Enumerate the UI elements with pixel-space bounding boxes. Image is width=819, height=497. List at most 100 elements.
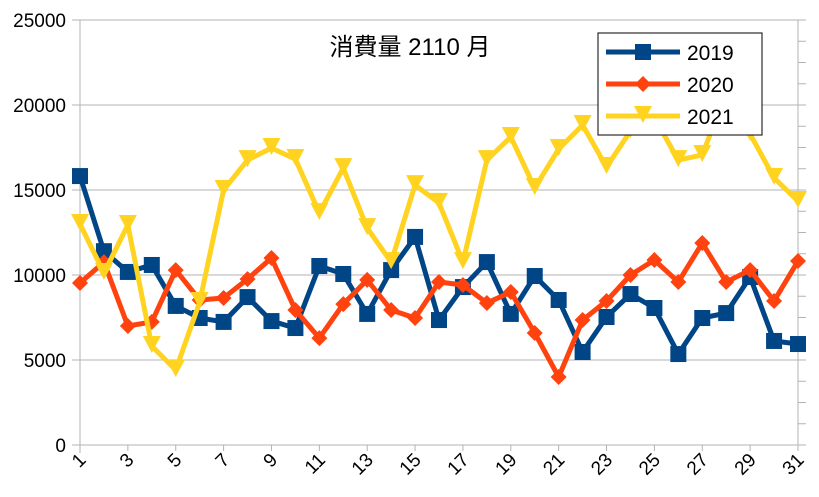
data-point-triangle <box>118 215 137 233</box>
data-point-diamond <box>742 262 759 279</box>
data-point-square <box>287 320 304 337</box>
x-tick-label: 5 <box>164 450 186 472</box>
data-point-square <box>383 262 400 279</box>
data-point-diamond <box>635 76 651 92</box>
data-point-diamond <box>72 274 88 291</box>
data-point-triangle <box>382 252 401 270</box>
data-point-triangle <box>765 167 784 185</box>
x-tick-label: 19 <box>492 450 522 480</box>
data-point-square <box>335 265 352 282</box>
x-tick-label: 27 <box>683 450 713 480</box>
data-point-diamond <box>622 267 639 283</box>
data-point-diamond <box>550 369 567 385</box>
x-tick-label: 29 <box>731 450 761 480</box>
data-point-diamond <box>215 289 232 306</box>
data-point-triangle <box>94 262 113 280</box>
y-tick-label: 25000 <box>13 11 66 32</box>
grid-lines <box>72 19 806 453</box>
data-point-square <box>574 344 591 361</box>
data-point-triangle <box>190 292 209 310</box>
x-tick-label: 17 <box>444 450 474 480</box>
data-point-triangle <box>286 149 305 167</box>
data-point-square <box>694 310 711 327</box>
x-tick-label: 21 <box>539 450 569 480</box>
data-point-triangle <box>166 360 185 378</box>
data-point-diamond <box>670 273 687 290</box>
data-point-square <box>790 336 806 353</box>
data-point-square <box>598 308 615 325</box>
data-point-triangle <box>549 139 568 157</box>
data-point-triangle <box>142 336 161 354</box>
y-tick-label: 10000 <box>13 266 66 287</box>
data-point-diamond <box>766 293 783 310</box>
data-point-square <box>478 254 495 271</box>
data-point-triangle <box>573 115 592 133</box>
data-point-triangle <box>669 150 688 168</box>
series-2019 <box>72 168 806 363</box>
data-point-square <box>359 305 376 322</box>
x-tick-label: 7 <box>212 450 234 472</box>
data-point-square <box>550 291 567 308</box>
data-point-triangle <box>525 177 544 195</box>
data-point-square <box>635 44 651 60</box>
data-point-diamond <box>119 318 136 334</box>
data-point-triangle <box>238 150 257 168</box>
data-point-diamond <box>335 296 352 313</box>
data-point-diamond <box>407 310 424 327</box>
data-point-square <box>143 256 160 273</box>
data-point-square <box>311 257 328 274</box>
x-tick-label: 13 <box>348 450 378 480</box>
data-point-triangle <box>430 192 448 210</box>
legend-label: 2020 <box>687 74 734 97</box>
legend-label: 2021 <box>687 106 734 129</box>
data-point-square <box>407 228 424 245</box>
data-point-triangle <box>693 144 712 162</box>
chart-title: 消費量 2110 月 <box>330 34 491 61</box>
data-point-triangle <box>789 191 807 209</box>
data-point-diamond <box>574 312 591 329</box>
data-point-square <box>622 286 639 303</box>
data-point-square <box>646 299 663 316</box>
data-point-diamond <box>502 284 519 300</box>
data-point-diamond <box>311 330 328 347</box>
data-point-triangle <box>214 180 233 197</box>
data-point-diamond <box>239 271 256 288</box>
data-point-square <box>718 305 735 322</box>
data-point-diamond <box>383 302 400 319</box>
data-point-square <box>239 289 256 306</box>
x-tick-label: 31 <box>779 450 809 480</box>
x-tick-label: 25 <box>635 450 665 480</box>
x-tick-label: 15 <box>396 450 426 480</box>
data-point-triangle <box>334 158 353 176</box>
x-tick-label: 1 <box>68 450 90 472</box>
data-point-diamond <box>598 293 615 310</box>
legend: 2019 2020 2021 <box>597 32 763 136</box>
y-tick-label: 20000 <box>13 96 66 117</box>
x-tick-label: 9 <box>260 450 282 472</box>
data-point-diamond <box>287 302 304 319</box>
data-point-triangle <box>262 138 281 156</box>
data-point-diamond <box>790 253 806 270</box>
data-point-diamond <box>718 273 735 290</box>
y-tick-label: 5000 <box>24 351 66 372</box>
legend-label: 2019 <box>687 42 734 65</box>
y-tick-label: 0 <box>55 436 66 457</box>
data-point-diamond <box>359 271 376 288</box>
data-point-diamond <box>263 250 280 266</box>
data-point-triangle <box>477 150 496 168</box>
data-point-square <box>72 168 88 185</box>
x-tick-label: 11 <box>301 450 330 479</box>
data-point-triangle <box>453 252 472 270</box>
data-point-triangle <box>406 175 425 193</box>
data-point-triangle <box>71 214 89 231</box>
data-point-square <box>670 346 687 363</box>
data-point-square <box>215 313 232 330</box>
data-point-diamond <box>454 277 471 294</box>
data-point-triangle <box>310 202 329 220</box>
data-point-square <box>119 263 136 280</box>
data-point-square <box>766 332 783 349</box>
x-tick-label: 23 <box>587 450 617 480</box>
data-point-diamond <box>646 252 663 269</box>
data-point-square <box>502 305 519 322</box>
